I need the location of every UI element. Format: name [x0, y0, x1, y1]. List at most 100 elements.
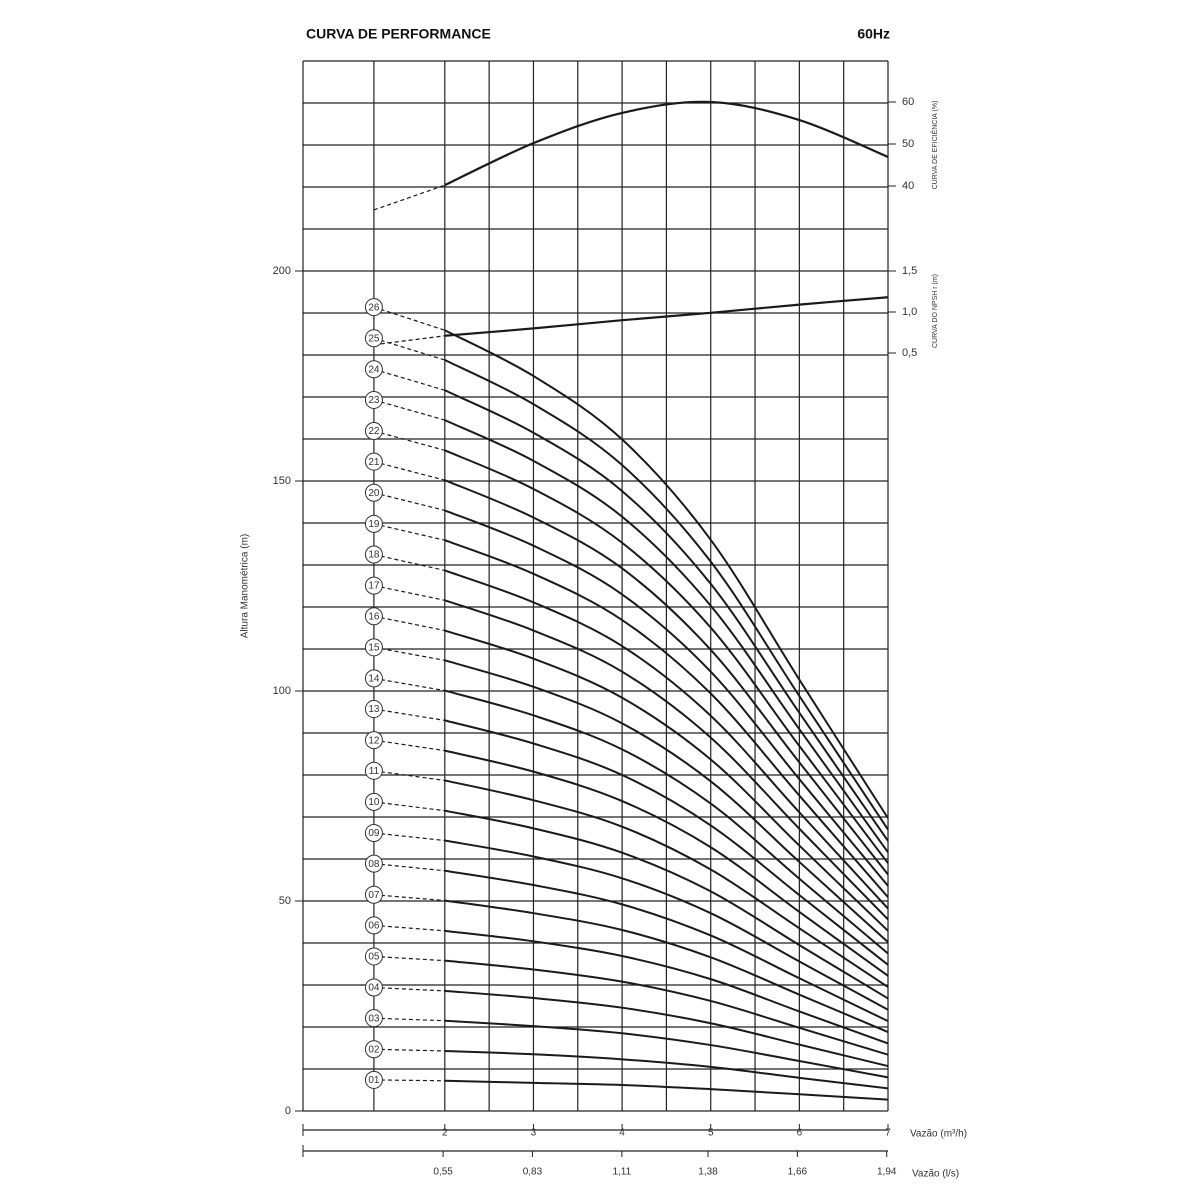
x-tick-label: 6: [797, 1128, 803, 1139]
stage-marker: [364, 514, 383, 533]
npsh-curve-dashed: [373, 335, 445, 346]
stage-curve-dashed: [373, 863, 445, 872]
stage-curve-dashed: [373, 553, 445, 572]
stage-label: 26: [368, 302, 380, 313]
npsh-curve: [444, 296, 889, 337]
stage-curve: [444, 659, 889, 943]
x2-axis-title: Vazão (l/s): [912, 1169, 959, 1180]
x-tick-label: 4: [619, 1128, 625, 1139]
stage-label: 07: [368, 890, 380, 901]
stage-label: 06: [368, 921, 380, 932]
x-axis-title: Vazão (m³/h): [910, 1129, 967, 1140]
y3-tick-label: 1,5: [902, 265, 917, 277]
stage-label: 17: [368, 581, 380, 592]
stage-marker: [364, 669, 383, 688]
stage-curve: [444, 329, 889, 819]
stage-curve: [444, 419, 889, 853]
stage-curve-dashed: [373, 368, 445, 391]
y2-axis-title: CURVA DE EFICIÊNCIA (%): [930, 101, 939, 190]
stage-label: 08: [368, 859, 380, 870]
chart-subtitle: 60Hz: [857, 26, 890, 42]
stage-label: 05: [368, 952, 380, 963]
stage-curve: [444, 359, 889, 831]
x2-tick-label: 1,11: [612, 1167, 631, 1178]
stage-curve-dashed: [373, 523, 445, 541]
stage-label: 11: [369, 766, 380, 777]
stage-curve-dashed: [373, 615, 445, 632]
x2-tick-label: 1,66: [788, 1167, 808, 1178]
y-tick-label: 50: [279, 895, 291, 907]
stage-curve-dashed: [373, 677, 445, 692]
stage-label: 12: [368, 735, 380, 746]
stage-curve: [444, 779, 889, 988]
stage-label: 13: [368, 704, 380, 715]
x-tick-label: 5: [708, 1128, 714, 1139]
y3-tick-label: 1,0: [902, 306, 917, 318]
stage-curve: [444, 509, 889, 887]
stage-label: 19: [368, 519, 380, 530]
stage-marker: [364, 731, 383, 750]
stage-curve: [444, 1049, 889, 1090]
stage-label: 04: [368, 983, 380, 994]
stage-label: 10: [368, 797, 380, 808]
stage-marker: [364, 329, 383, 348]
stage-curve-dashed: [373, 430, 445, 451]
stage-label: 02: [368, 1044, 380, 1055]
stage-curve: [444, 749, 889, 977]
y2-tick-label: 40: [902, 180, 914, 192]
stage-marker: [364, 792, 383, 811]
stage-marker: [364, 854, 383, 873]
stage-curve-dashed: [373, 894, 445, 902]
stage-marker: [364, 638, 383, 657]
stage-curve: [444, 389, 889, 842]
stage-label: 25: [368, 333, 380, 344]
stage-curve: [444, 899, 889, 1033]
stage-curve: [444, 809, 889, 1000]
stage-curve: [444, 989, 889, 1068]
x-tick-label: 3: [531, 1128, 537, 1139]
stage-marker: [364, 885, 383, 904]
x2-tick-label: 1,38: [698, 1167, 718, 1178]
stage-curve-dashed: [373, 492, 445, 511]
stage-label: 22: [368, 426, 380, 437]
stage-label: 01: [368, 1075, 380, 1086]
y-tick-label: 0: [285, 1105, 291, 1117]
y3-axis-title: CURVA DO NPSH r (m): [932, 274, 939, 348]
stage-label: 16: [368, 611, 380, 622]
stage-curve-dashed: [373, 832, 445, 842]
stage-label: 18: [368, 550, 380, 561]
stage-curve: [444, 1079, 889, 1101]
stage-curve-dashed: [373, 955, 445, 962]
stage-label: 03: [368, 1013, 380, 1024]
stage-marker: [364, 483, 383, 502]
stage-curve: [444, 839, 889, 1011]
y-axis-title: Altura Manométrica (m): [240, 534, 251, 638]
stage-curve: [444, 869, 889, 1023]
stage-label: 15: [368, 642, 380, 653]
stage-marker: [364, 298, 383, 317]
efficiency-curve: [444, 100, 889, 187]
stage-label: 24: [368, 364, 380, 375]
stage-curve: [444, 1019, 889, 1079]
stage-curve-dashed: [373, 337, 445, 361]
stage-marker: [364, 978, 383, 997]
stage-curve-dashed: [373, 986, 445, 992]
stage-curve-dashed: [373, 584, 445, 601]
x2-tick-label: 1,94: [877, 1167, 897, 1178]
stage-curve-dashed: [373, 770, 445, 782]
stage-curve: [444, 629, 889, 932]
stage-marker: [364, 823, 383, 842]
stage-curve-dashed: [373, 646, 445, 661]
stage-label: 23: [368, 395, 380, 406]
y2-tick-label: 50: [902, 138, 914, 150]
stage-curve-dashed: [373, 1017, 445, 1022]
stage-curve-dashed: [373, 739, 445, 752]
y2-tick-label: 60: [902, 96, 914, 108]
stage-curve: [444, 599, 889, 921]
x-tick-label: 2: [442, 1128, 448, 1139]
stage-marker: [364, 452, 383, 471]
x2-tick-label: 0,55: [433, 1167, 453, 1178]
stage-curve-dashed: [373, 1079, 445, 1082]
stage-curve-dashed: [373, 306, 446, 331]
